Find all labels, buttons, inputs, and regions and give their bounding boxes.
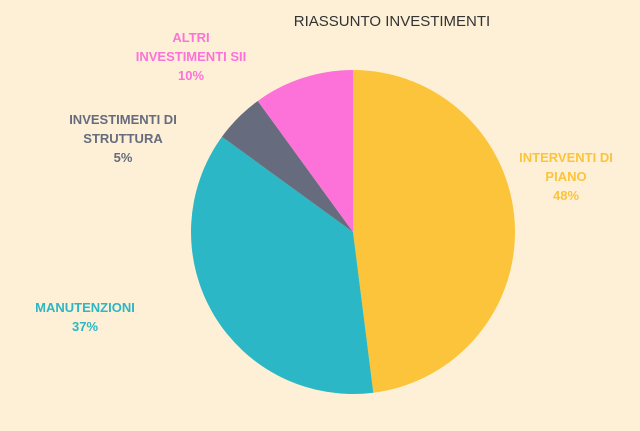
category-label: MANUTENZIONI xyxy=(35,300,135,315)
category-label: INTERVENTI DI PIANO xyxy=(519,150,613,184)
value-label: 10% xyxy=(177,68,205,83)
value-label: 5% xyxy=(113,150,133,165)
slice-label: MANUTENZIONI 37% xyxy=(25,298,145,336)
category-label: ALTRI INVESTIMENTI SII xyxy=(135,30,247,64)
slice-label: INTERVENTI DI PIANO 48% xyxy=(506,148,626,205)
pie-slice xyxy=(191,136,374,395)
pie-slice xyxy=(353,70,516,393)
slice-label: INVESTIMENTI DI STRUTTURA 5% xyxy=(63,110,183,167)
pie-slice xyxy=(257,70,353,232)
value-label: 48% xyxy=(552,188,580,203)
chart-title: RIASSUNTO INVESTIMENTI xyxy=(293,13,491,30)
pie-slice xyxy=(221,100,353,233)
category-label: INVESTIMENTI DI STRUTTURA xyxy=(69,112,177,146)
slice-label: ALTRI INVESTIMENTI SII 10% xyxy=(131,28,251,85)
value-label: 37% xyxy=(71,319,99,334)
